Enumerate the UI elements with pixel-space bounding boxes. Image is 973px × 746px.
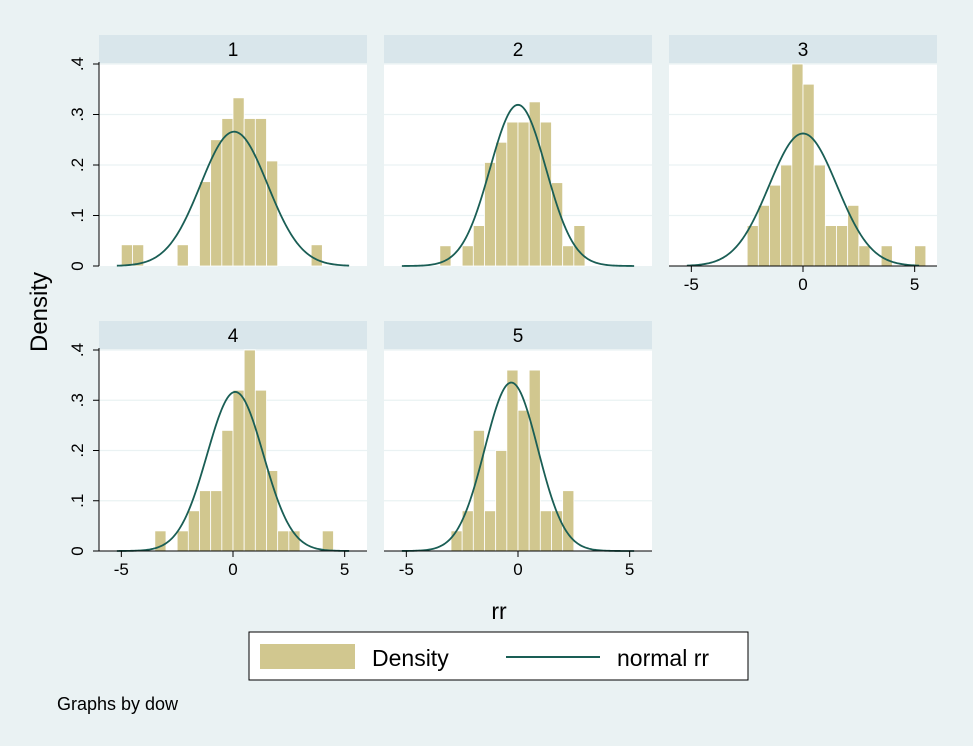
histogram-bar — [120, 244, 133, 267]
legend: Density normal rr — [248, 631, 749, 681]
histogram-bar — [277, 530, 290, 552]
histogram-bar — [254, 118, 267, 267]
x-tick-label: 0 — [513, 560, 522, 579]
legend-normal-label: normal rr — [617, 645, 709, 671]
panel-1: 1 0 .1 .2 .3 .4 — [68, 35, 367, 271]
histogram-bar — [243, 349, 256, 552]
graphs-by-note: Graphs by dow — [57, 694, 179, 714]
histogram-bar — [232, 389, 245, 552]
y-tick-label: .3 — [68, 393, 87, 407]
x-tick-label: -5 — [399, 560, 414, 579]
histogram-bar — [176, 530, 189, 552]
panel-strip — [99, 321, 367, 349]
histogram-bar — [484, 510, 497, 552]
panel-5: 5 -5 0 5 — [384, 321, 652, 579]
panel-2: 2 — [384, 35, 652, 267]
histogram-bar — [813, 164, 826, 267]
histogram-bar — [450, 530, 463, 552]
panel-strip — [384, 321, 652, 349]
histogram-bar — [472, 429, 485, 552]
panels-layer: 1 0 .1 .2 .3 .4 2 3 -5 0 5 4 0 .1 .2 .3 .4 -5 0 5 5 -5 0 5 — [68, 35, 937, 579]
histogram-bar — [187, 510, 200, 552]
y-axis-title: Density — [26, 272, 53, 352]
histogram-bar — [199, 181, 212, 267]
histogram-bar — [132, 244, 145, 267]
histogram-bar — [506, 121, 519, 267]
histogram-bar — [528, 369, 541, 552]
x-tick-label: 5 — [340, 560, 349, 579]
histogram-bar — [802, 83, 815, 267]
histogram-bar — [539, 510, 552, 552]
histogram-bar — [562, 245, 575, 267]
x-tick-label: 0 — [798, 275, 807, 294]
histogram-bar — [266, 160, 279, 267]
x-tick-label: 0 — [228, 560, 237, 579]
histogram-bar — [791, 63, 804, 267]
histogram-bar — [769, 184, 782, 267]
x-tick-label: -5 — [114, 560, 129, 579]
histogram-bar — [199, 490, 212, 552]
histogram-bar — [495, 141, 508, 267]
normal-curve — [401, 103, 635, 267]
histogram-bar — [517, 121, 530, 267]
histogram-bar — [836, 225, 849, 267]
panel-title: 5 — [513, 326, 524, 347]
panel-title: 3 — [798, 40, 809, 61]
panel-title: 4 — [228, 326, 239, 347]
legend-density-label: Density — [372, 645, 449, 671]
histogram-bar — [221, 429, 234, 552]
y-tick-label: .1 — [68, 494, 87, 508]
y-tick-label: .4 — [68, 343, 87, 357]
legend-density-swatch — [260, 644, 355, 669]
panel-strip — [99, 35, 367, 63]
histogram-bar — [551, 510, 564, 552]
histogram-bar — [210, 490, 223, 552]
y-tick-label: .1 — [68, 208, 87, 222]
y-tick-label: 0 — [68, 546, 87, 555]
normal-curve — [686, 132, 920, 267]
panel-3: 3 -5 0 5 — [669, 35, 937, 294]
panel-4: 4 0 .1 .2 .3 .4 -5 0 5 — [68, 321, 367, 579]
histogram-bar — [824, 225, 837, 267]
histogram-bar — [780, 164, 793, 267]
histogram-bar — [880, 245, 893, 267]
histogram-bar — [461, 245, 474, 267]
histogram-bar — [506, 369, 519, 552]
histogram-bar — [221, 118, 234, 267]
panel-title: 2 — [513, 40, 524, 61]
x-tick-label: 5 — [910, 275, 919, 294]
histogram-bar — [484, 162, 497, 267]
histogram-bar — [757, 204, 770, 267]
histogram-bar — [539, 121, 552, 267]
histogram-bar — [254, 389, 267, 552]
normal-curve — [116, 391, 350, 552]
histogram-bar — [551, 182, 564, 267]
histogram-bar — [914, 245, 927, 267]
histogram-bar — [232, 97, 245, 267]
y-tick-label: .2 — [68, 443, 87, 457]
histogram-bar — [495, 450, 508, 552]
panel-strip — [669, 35, 937, 63]
histogram-bar — [562, 490, 575, 552]
x-tick-label: -5 — [684, 275, 699, 294]
histogram-bar — [746, 225, 759, 267]
panel-title: 1 — [228, 40, 239, 61]
panel-strip — [384, 35, 652, 63]
histogram-bar — [528, 101, 541, 267]
histogram-bar — [858, 245, 871, 267]
histogram-bar — [321, 530, 334, 552]
normal-curve — [401, 381, 635, 552]
x-axis-title: rr — [491, 598, 507, 624]
histogram-bar — [310, 244, 323, 267]
histogram-bar — [472, 225, 485, 267]
y-tick-label: .2 — [68, 158, 87, 172]
x-tick-label: 5 — [625, 560, 634, 579]
y-tick-label: .3 — [68, 107, 87, 121]
y-tick-label: .4 — [68, 57, 87, 71]
histogram-bar — [176, 244, 189, 267]
normal-curve — [116, 130, 350, 267]
histogram-bar — [517, 409, 530, 552]
y-tick-label: 0 — [68, 261, 87, 270]
